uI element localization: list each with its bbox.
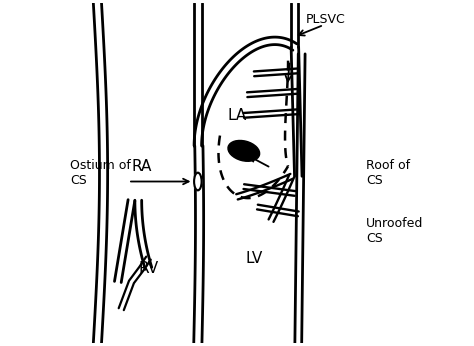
- Text: RV: RV: [138, 261, 158, 276]
- Text: Roof of
CS: Roof of CS: [366, 159, 410, 187]
- Text: RA: RA: [131, 159, 152, 174]
- Ellipse shape: [228, 140, 260, 161]
- Ellipse shape: [194, 173, 201, 190]
- Text: LV: LV: [246, 251, 263, 266]
- Text: Ostium of
CS: Ostium of CS: [70, 159, 131, 187]
- Text: PLSVC: PLSVC: [306, 13, 346, 26]
- Text: LA: LA: [228, 108, 246, 122]
- Text: Unroofed
CS: Unroofed CS: [366, 217, 424, 245]
